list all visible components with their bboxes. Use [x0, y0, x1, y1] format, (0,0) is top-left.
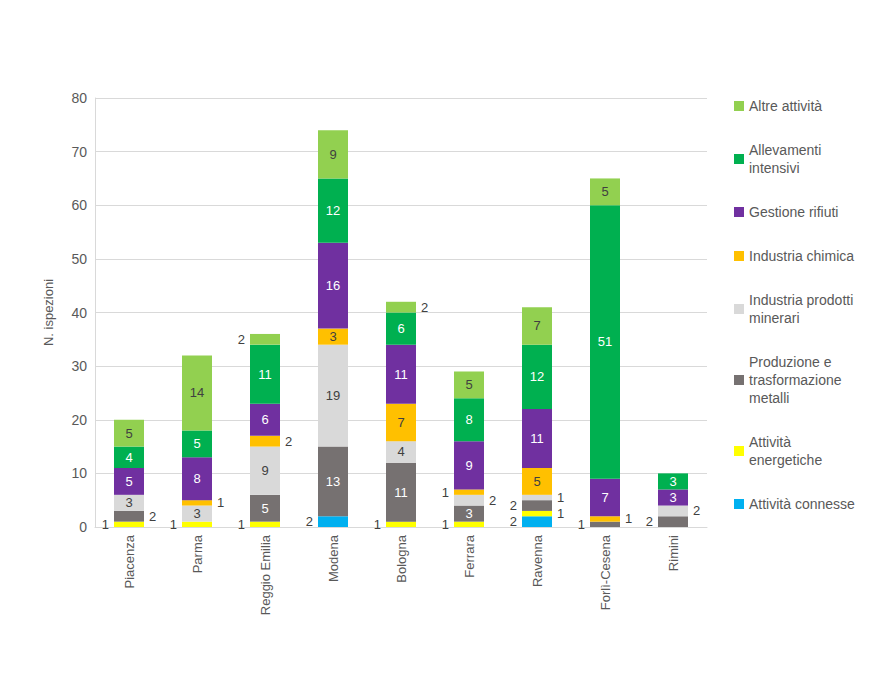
svg-text:5: 5	[533, 474, 540, 489]
svg-text:11: 11	[258, 367, 272, 382]
svg-text:metalli: metalli	[749, 390, 789, 406]
svg-text:2: 2	[306, 514, 313, 529]
svg-text:2: 2	[149, 509, 156, 524]
svg-text:minerari: minerari	[749, 310, 800, 326]
svg-text:Modena: Modena	[326, 534, 341, 582]
svg-text:Ravenna: Ravenna	[530, 534, 545, 587]
svg-text:80: 80	[71, 90, 87, 106]
svg-text:Industria prodotti: Industria prodotti	[749, 292, 857, 308]
svg-text:7: 7	[397, 415, 404, 430]
svg-text:3: 3	[125, 495, 132, 510]
svg-text:2: 2	[489, 493, 496, 508]
svg-text:2: 2	[238, 332, 245, 347]
svg-text:30: 30	[71, 358, 87, 374]
svg-text:5: 5	[261, 501, 268, 516]
svg-text:5: 5	[465, 377, 472, 392]
svg-text:2: 2	[421, 300, 428, 315]
svg-text:12: 12	[326, 203, 340, 218]
svg-text:11: 11	[394, 485, 408, 500]
svg-text:3: 3	[465, 506, 472, 521]
svg-text:12: 12	[530, 369, 544, 384]
svg-text:8: 8	[465, 412, 472, 427]
svg-text:60: 60	[71, 197, 87, 213]
svg-text:70: 70	[71, 144, 87, 160]
svg-text:2: 2	[510, 514, 517, 529]
svg-text:1: 1	[238, 517, 245, 532]
svg-text:Altre attività: Altre attività	[749, 98, 822, 114]
svg-text:2: 2	[285, 434, 292, 449]
svg-text:5: 5	[601, 184, 608, 199]
svg-text:2: 2	[646, 514, 653, 529]
svg-text:trasformazione: trasformazione	[749, 372, 845, 388]
svg-text:1: 1	[102, 517, 109, 532]
svg-text:Gestione rifiuti: Gestione rifiuti	[749, 204, 838, 220]
svg-text:Ferrara: Ferrara	[462, 534, 477, 577]
svg-text:9: 9	[465, 458, 472, 473]
svg-text:energetiche: energetiche	[749, 452, 822, 468]
svg-text:1: 1	[374, 517, 381, 532]
svg-text:7: 7	[601, 490, 608, 505]
svg-text:Rimini: Rimini	[666, 535, 681, 571]
svg-text:5: 5	[125, 474, 132, 489]
svg-text:Bologna: Bologna	[394, 534, 409, 582]
svg-text:3: 3	[193, 506, 200, 521]
svg-text:1: 1	[217, 495, 224, 510]
svg-text:4: 4	[397, 444, 404, 459]
svg-text:40: 40	[71, 305, 87, 321]
svg-text:1: 1	[557, 506, 564, 521]
svg-text:11: 11	[394, 367, 408, 382]
svg-text:3: 3	[329, 329, 336, 344]
svg-text:9: 9	[261, 463, 268, 478]
svg-text:4: 4	[125, 450, 132, 465]
svg-text:1: 1	[170, 517, 177, 532]
svg-text:1: 1	[557, 490, 564, 505]
svg-text:50: 50	[71, 251, 87, 267]
svg-text:Parma: Parma	[190, 534, 205, 573]
svg-text:5: 5	[125, 426, 132, 441]
svg-text:9: 9	[329, 147, 336, 162]
svg-text:1: 1	[578, 517, 585, 532]
svg-text:16: 16	[326, 278, 340, 293]
svg-text:0: 0	[79, 519, 87, 535]
svg-text:6: 6	[397, 321, 404, 336]
svg-text:1: 1	[625, 511, 632, 526]
svg-text:1: 1	[442, 485, 449, 500]
svg-text:Piacenza: Piacenza	[122, 534, 137, 588]
svg-text:14: 14	[190, 385, 204, 400]
svg-text:19: 19	[326, 388, 340, 403]
svg-text:Produzione e: Produzione e	[749, 354, 835, 370]
svg-text:8: 8	[193, 471, 200, 486]
svg-text:6: 6	[261, 412, 268, 427]
svg-text:Attività: Attività	[749, 434, 795, 450]
svg-text:Reggio Emilia: Reggio Emilia	[258, 534, 273, 615]
svg-text:Industria chimica: Industria chimica	[749, 248, 854, 264]
svg-text:1: 1	[442, 517, 449, 532]
svg-text:11: 11	[530, 431, 544, 446]
svg-text:2: 2	[510, 498, 517, 513]
svg-text:20: 20	[71, 412, 87, 428]
svg-text:5: 5	[193, 436, 200, 451]
svg-text:2: 2	[693, 503, 700, 518]
svg-text:Attività connesse: Attività connesse	[749, 496, 855, 512]
svg-text:Allevamenti: Allevamenti	[749, 142, 825, 158]
svg-text:10: 10	[71, 465, 87, 481]
svg-text:13: 13	[326, 474, 340, 489]
svg-text:intensivi: intensivi	[749, 160, 800, 176]
svg-text:7: 7	[533, 318, 540, 333]
svg-text:51: 51	[598, 334, 612, 349]
svg-text:N. ispezioni: N. ispezioni	[41, 279, 56, 346]
svg-text:3: 3	[669, 474, 676, 489]
svg-text:3: 3	[669, 490, 676, 505]
svg-text:Forlì-Cesena: Forlì-Cesena	[598, 534, 613, 610]
